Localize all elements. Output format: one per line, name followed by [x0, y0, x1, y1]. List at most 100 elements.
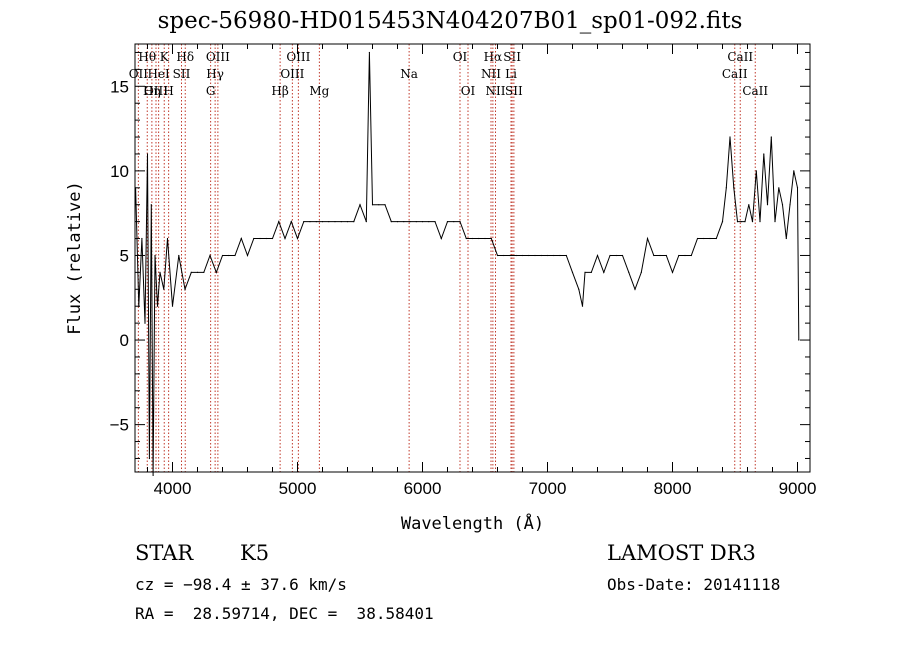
data-point [703, 237, 705, 240]
x-tick-label: 4000 [154, 479, 192, 498]
data-point [144, 322, 146, 324]
data-point [171, 305, 174, 307]
data-point [359, 204, 361, 206]
data-point [509, 254, 511, 257]
data-point [278, 221, 280, 223]
data-point [665, 254, 667, 257]
data-point [763, 153, 765, 155]
spectral-line-label: Hβ [271, 84, 288, 98]
data-point [759, 221, 761, 223]
spectral-line-label: Hθ [138, 50, 156, 64]
data-point [653, 254, 655, 257]
data-point [334, 221, 336, 223]
data-point [221, 254, 224, 257]
data-point [796, 187, 799, 189]
data-point [453, 221, 455, 223]
data-point [409, 221, 411, 223]
data-point [634, 288, 636, 290]
x-axis-label: Wavelength (Å) [401, 512, 544, 534]
spectral-line-label: Hγ [206, 67, 224, 81]
observation-date: Obs-Date: 20141118 [607, 575, 781, 594]
data-point [678, 254, 680, 257]
data-point [671, 271, 674, 273]
data-point [459, 221, 461, 223]
data-point [755, 170, 757, 172]
data-point [315, 221, 317, 223]
data-point [152, 474, 154, 476]
data-point [290, 221, 292, 223]
data-point [646, 237, 649, 240]
data-point [353, 221, 355, 223]
data-point [234, 254, 236, 257]
data-point [690, 254, 692, 257]
data-point [148, 457, 150, 460]
data-point [246, 254, 249, 257]
data-point [621, 254, 624, 257]
series-group [135, 51, 800, 476]
data-point [789, 204, 791, 206]
x-tick-label: 8000 [654, 479, 692, 498]
spectral-line-label: OIII [286, 50, 310, 64]
data-point [421, 221, 424, 223]
spectral-line-label: Li [505, 67, 517, 81]
data-point [146, 153, 149, 155]
spectral-line-label: OIII [206, 50, 230, 64]
data-point [603, 271, 605, 273]
data-point [659, 254, 661, 257]
spectral-line-label: OI [461, 84, 476, 98]
data-point [178, 254, 180, 257]
data-point [265, 237, 267, 240]
data-point [521, 254, 524, 257]
spectral-line-label: NII [481, 67, 501, 81]
data-point [328, 221, 330, 223]
data-point [540, 254, 542, 257]
data-point [774, 221, 776, 223]
spectral-line-label: Hη [143, 84, 161, 98]
spectral-line-label: K [160, 50, 170, 64]
spectral-line-label: CaII [722, 67, 748, 81]
data-point [215, 271, 217, 273]
data-point [528, 254, 530, 257]
data-point [615, 254, 617, 257]
data-point [228, 254, 230, 257]
data-point [296, 237, 299, 240]
spectral-line-label: SII [173, 67, 191, 81]
y-tick-label: 10 [110, 162, 129, 181]
data-point [163, 288, 165, 290]
data-point [590, 271, 592, 273]
data-point [440, 237, 442, 240]
data-point [609, 254, 611, 257]
spectral-line-label: OIII [280, 67, 304, 81]
data-point [778, 187, 780, 189]
data-point [628, 271, 630, 273]
data-point [484, 237, 486, 240]
data-point [503, 254, 505, 257]
data-point [534, 254, 536, 257]
data-point [434, 221, 436, 223]
spectral-line-label: H [163, 84, 173, 98]
data-point [559, 254, 561, 257]
spectral-line-label: NII [486, 84, 506, 98]
data-point [546, 254, 549, 257]
coordinates: RA = 28.59714, DEC = 38.58401 [135, 604, 434, 623]
data-point [184, 288, 186, 290]
spectral-line-label: HeI [147, 67, 170, 81]
y-tick-label: 0 [120, 331, 129, 350]
data-point [190, 271, 192, 273]
data-point [156, 305, 159, 307]
data-point [490, 237, 492, 240]
series-line-flux [135, 52, 800, 476]
data-point [428, 221, 430, 223]
spectral-line-label: CaII [742, 84, 768, 98]
data-point [584, 271, 586, 273]
data-point [721, 221, 724, 223]
data-point [798, 339, 800, 341]
data-point [740, 221, 742, 223]
spectral-line-label: Mg [309, 84, 329, 98]
data-point [640, 271, 642, 273]
data-point [736, 221, 739, 223]
data-point [553, 254, 555, 257]
data-point [240, 237, 242, 240]
